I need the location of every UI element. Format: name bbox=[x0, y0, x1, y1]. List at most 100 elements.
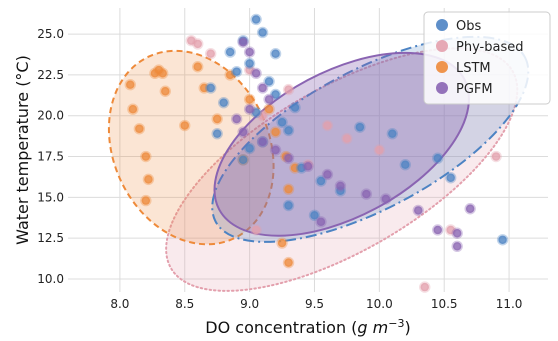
y-tick-label: 15.0 bbox=[37, 190, 64, 204]
point-pgfm bbox=[321, 168, 334, 181]
point-phy-based bbox=[490, 150, 502, 163]
x-tick-label: 8.5 bbox=[175, 297, 194, 311]
point-pgfm bbox=[360, 188, 373, 200]
point-phy-based bbox=[205, 48, 217, 60]
point-pgfm bbox=[269, 144, 282, 156]
point-lstm bbox=[263, 103, 275, 115]
point-lstm bbox=[140, 150, 152, 163]
point-obs bbox=[263, 75, 275, 88]
point-lstm bbox=[269, 126, 282, 138]
y-axis-ticks: 10.0 12.5 15.0 17.5 20.0 22.5 25.0 bbox=[37, 27, 64, 286]
point-lstm bbox=[276, 237, 288, 249]
point-lstm bbox=[243, 93, 256, 106]
point-phy-based bbox=[321, 119, 334, 132]
point-phy-based bbox=[192, 38, 204, 50]
point-lstm bbox=[127, 103, 139, 115]
x-tick-label: 11.0 bbox=[496, 297, 523, 311]
legend-marker-pgfm bbox=[436, 82, 448, 94]
point-lstm bbox=[124, 79, 136, 91]
legend-label-pgfm: PGFM bbox=[456, 82, 493, 97]
point-phy-based bbox=[282, 83, 295, 96]
point-obs bbox=[432, 152, 444, 164]
point-lstm bbox=[192, 61, 204, 73]
y-axis-title: Water temperature (°C) bbox=[13, 55, 32, 245]
legend-label-obs: Obs bbox=[456, 19, 481, 34]
point-obs bbox=[282, 199, 295, 212]
point-obs bbox=[243, 57, 256, 70]
point-lstm bbox=[142, 173, 155, 186]
point-pgfm bbox=[451, 227, 463, 239]
legend-box bbox=[423, 11, 551, 105]
point-pgfm bbox=[237, 36, 249, 48]
point-pgfm bbox=[451, 240, 463, 252]
point-lstm bbox=[179, 119, 191, 132]
point-pgfm bbox=[412, 204, 424, 217]
point-pgfm bbox=[256, 82, 269, 94]
point-obs bbox=[217, 96, 230, 109]
point-obs bbox=[256, 26, 269, 39]
point-pgfm bbox=[302, 160, 314, 173]
point-obs bbox=[243, 142, 256, 155]
legend: Obs Phy-based LSTM PGFM bbox=[423, 11, 551, 105]
point-phy-based bbox=[341, 132, 353, 145]
point-obs bbox=[211, 127, 223, 140]
legend-marker-phy-based bbox=[436, 40, 448, 52]
point-obs bbox=[354, 121, 366, 133]
point-obs bbox=[399, 158, 411, 171]
legend-label-lstm: LSTM bbox=[456, 61, 491, 76]
point-pgfm bbox=[380, 193, 392, 205]
point-obs bbox=[308, 209, 321, 221]
point-obs bbox=[269, 48, 282, 60]
y-tick-label: 10.0 bbox=[37, 272, 64, 286]
point-lstm bbox=[282, 256, 295, 269]
point-pgfm bbox=[243, 103, 256, 115]
x-tick-label: 9.5 bbox=[305, 297, 324, 311]
point-pgfm bbox=[282, 152, 295, 164]
point-obs bbox=[269, 88, 282, 101]
point-pgfm bbox=[250, 67, 262, 79]
point-lstm bbox=[133, 123, 146, 135]
point-pgfm bbox=[237, 126, 249, 138]
point-obs bbox=[224, 46, 236, 58]
point-obs bbox=[315, 175, 327, 187]
point-phy-based bbox=[419, 281, 431, 293]
legend-marker-lstm bbox=[436, 61, 448, 73]
point-pgfm bbox=[432, 224, 444, 236]
x-tick-label: 8.0 bbox=[110, 297, 129, 311]
point-obs bbox=[289, 101, 301, 114]
point-pgfm bbox=[243, 46, 256, 58]
point-lstm bbox=[282, 183, 295, 195]
point-pgfm bbox=[315, 216, 327, 228]
point-lstm bbox=[140, 194, 152, 207]
point-obs bbox=[230, 65, 243, 78]
data-points bbox=[124, 13, 509, 293]
x-axis-title: DO concentration (g m−3) bbox=[205, 317, 410, 337]
x-tick-label: 10.5 bbox=[431, 297, 458, 311]
y-tick-label: 12.5 bbox=[37, 231, 64, 245]
y-tick-label: 22.5 bbox=[37, 68, 64, 82]
point-lstm bbox=[157, 67, 169, 79]
point-pgfm bbox=[230, 113, 243, 125]
point-phy-based bbox=[250, 224, 262, 236]
point-lstm bbox=[159, 85, 171, 97]
x-axis-ticks: 8.0 8.5 9.0 9.5 10.0 10.5 11.0 bbox=[110, 297, 522, 311]
point-obs bbox=[276, 116, 288, 128]
point-obs bbox=[237, 154, 249, 166]
point-obs bbox=[282, 124, 295, 137]
point-obs bbox=[445, 172, 457, 184]
point-obs bbox=[250, 13, 262, 26]
point-phy-based bbox=[373, 144, 386, 156]
point-pgfm bbox=[334, 180, 347, 192]
point-lstm bbox=[211, 113, 223, 125]
point-pgfm bbox=[263, 93, 275, 106]
legend-marker-obs bbox=[436, 19, 448, 31]
x-tick-label: 9.0 bbox=[240, 297, 259, 311]
y-tick-label: 20.0 bbox=[37, 109, 64, 123]
point-pgfm bbox=[256, 136, 269, 148]
point-obs bbox=[496, 234, 509, 246]
y-tick-label: 17.5 bbox=[37, 150, 64, 164]
legend-label-phy-based: Phy-based bbox=[456, 40, 523, 55]
point-obs bbox=[205, 82, 217, 94]
